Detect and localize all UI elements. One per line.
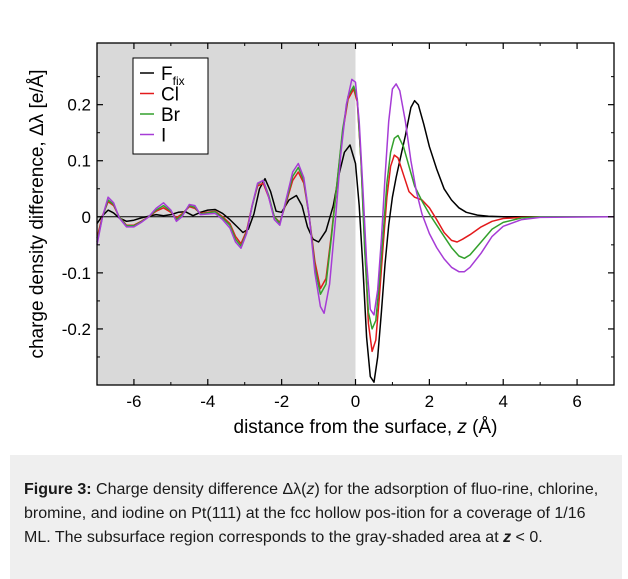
x-tick-label: -2 [274,392,289,411]
caption-label: Figure 3: [24,481,92,498]
x-axis-label-var: z [456,417,467,438]
caption-var-1: z [306,481,315,498]
tick-layer: -6 -4 -2 0 2 4 6 0.2 0.1 0 -0.1 -0.2 [62,43,615,411]
x-axis-label-prefix: distance from the surface, [234,417,458,438]
x-tick-label: 0 [351,392,360,411]
legend-label-i: I [161,126,166,147]
x-tick-label: 4 [498,392,507,411]
x-tick-label: 6 [572,392,581,411]
x-tick-label: -4 [200,392,215,411]
caption-text-1: Charge density difference Δλ( [91,481,307,498]
caption-text-3: < 0. [511,529,543,546]
y-tick-label: 0.1 [67,152,91,171]
figure-caption: Figure 3: Charge density difference Δλ(z… [10,455,622,579]
legend-label-cl: Cl [161,85,179,106]
x-tick-label: -6 [126,392,141,411]
figure-panel: -6 -4 -2 0 2 4 6 0.2 0.1 0 -0.1 -0.2 Ffix Cl Br I char… [10,0,622,455]
y-tick-label: 0.2 [67,96,91,115]
y-axis-label: charge density difference, Δλ [e/Å] [27,69,48,358]
legend-box [132,57,209,155]
series-layer [96,78,615,383]
legend-subscript: fix [173,74,185,88]
y-tick-label: 0 [82,208,91,227]
x-axis-label-unit: (Å) [467,417,498,438]
legend-label-br: Br [161,105,181,126]
x-axis-label: distance from the surface, z (Å) [234,417,498,438]
caption-var-2: z [503,529,512,546]
series-line-i [96,78,615,316]
caption-text-2: ) for the adsorption of fluo-rine, chlor… [24,481,599,546]
y-tick-label: -0.2 [62,320,91,339]
x-tick-label: 2 [425,392,434,411]
y-tick-label: -0.1 [62,264,91,283]
